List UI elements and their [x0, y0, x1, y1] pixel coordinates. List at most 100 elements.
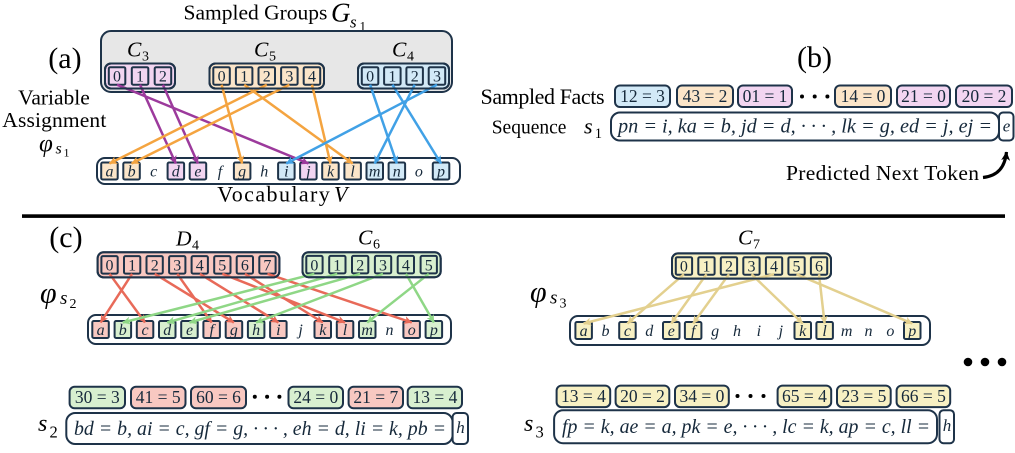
svg-text:g: g [711, 323, 719, 340]
svg-text:0: 0 [366, 69, 374, 86]
svg-text:5: 5 [425, 257, 433, 274]
svg-text:j: j [296, 322, 303, 339]
svg-text:2: 2 [411, 69, 419, 86]
svg-text:Sequence: Sequence [492, 118, 567, 139]
svg-text:43 = 2: 43 = 2 [683, 86, 728, 106]
svg-text:7: 7 [753, 238, 760, 253]
svg-text:i: i [276, 322, 280, 339]
svg-text:e: e [194, 164, 201, 181]
svg-text:f: f [218, 164, 225, 181]
svg-text:c: c [624, 323, 631, 340]
svg-text:1: 1 [64, 146, 70, 160]
svg-text:s: s [60, 288, 67, 309]
svg-text:m: m [841, 323, 853, 340]
svg-text:2: 2 [151, 258, 159, 275]
svg-text:g: g [230, 322, 238, 339]
svg-text:4: 4 [770, 259, 778, 276]
svg-text:l: l [822, 323, 827, 340]
svg-text:3: 3 [560, 297, 567, 312]
svg-text:3: 3 [142, 50, 149, 65]
svg-text:21 = 0: 21 = 0 [901, 86, 946, 106]
svg-text:0: 0 [680, 259, 688, 276]
svg-text:C: C [392, 38, 407, 62]
svg-text:h: h [456, 418, 465, 437]
svg-text:l: l [350, 164, 355, 181]
svg-text:j: j [777, 323, 784, 340]
svg-text:d: d [163, 322, 172, 339]
svg-text:p: p [907, 323, 916, 340]
svg-text:1: 1 [128, 258, 136, 275]
svg-text:e: e [1003, 117, 1011, 136]
svg-text:a: a [580, 323, 588, 340]
svg-text:(c): (c) [49, 221, 82, 254]
svg-text:1: 1 [360, 19, 367, 34]
svg-text:Assignment: Assignment [2, 108, 106, 132]
svg-text:l: l [343, 322, 348, 339]
svg-text:3: 3 [379, 257, 387, 274]
svg-text:7: 7 [263, 258, 271, 275]
svg-text:2: 2 [50, 423, 58, 442]
svg-text:1: 1 [388, 69, 396, 86]
svg-text:66 = 5: 66 = 5 [901, 386, 946, 406]
svg-text:s: s [550, 288, 557, 309]
svg-text:13 = 4: 13 = 4 [412, 387, 457, 407]
svg-text:b: b [602, 323, 610, 340]
svg-text:1: 1 [703, 259, 711, 276]
svg-text:i: i [284, 164, 288, 181]
svg-text:01 = 1: 01 = 1 [743, 86, 788, 106]
svg-text:φ: φ [39, 131, 53, 158]
svg-text:C: C [254, 38, 269, 62]
svg-text:5: 5 [269, 50, 276, 65]
svg-text:f: f [209, 322, 216, 339]
svg-text:m: m [361, 322, 373, 339]
svg-text:24 = 0: 24 = 0 [293, 387, 338, 407]
svg-text:k: k [319, 322, 327, 339]
svg-text:p: p [436, 164, 445, 181]
svg-text:65 = 4: 65 = 4 [782, 386, 827, 406]
svg-text:h: h [943, 416, 952, 435]
svg-text:j: j [304, 164, 311, 181]
svg-text:6: 6 [815, 259, 823, 276]
svg-text:23 = 5: 23 = 5 [841, 386, 886, 406]
svg-text:(a): (a) [48, 42, 81, 75]
svg-text:2: 2 [159, 69, 167, 86]
svg-text:s: s [350, 13, 357, 32]
svg-text:21 = 7: 21 = 7 [353, 387, 398, 407]
svg-text:n: n [393, 164, 401, 181]
svg-text:3: 3 [173, 258, 181, 275]
svg-text:e: e [186, 322, 193, 339]
svg-text:b: b [128, 164, 136, 181]
svg-text:12 = 3: 12 = 3 [620, 86, 665, 106]
svg-text:2: 2 [725, 259, 733, 276]
svg-text:h: h [733, 323, 741, 340]
svg-text:0: 0 [310, 257, 318, 274]
svg-text:Predicted Next Token: Predicted Next Token [786, 161, 979, 185]
svg-text:13 = 4: 13 = 4 [561, 386, 606, 406]
svg-text:d: d [645, 323, 654, 340]
svg-text:s: s [38, 411, 47, 437]
svg-text:s: s [56, 141, 62, 158]
svg-text:c: c [141, 322, 148, 339]
svg-text:20 = 2: 20 = 2 [620, 386, 665, 406]
svg-text:4: 4 [407, 50, 414, 65]
svg-text:k: k [327, 164, 335, 181]
svg-text:s: s [524, 411, 533, 437]
svg-text:o: o [415, 164, 423, 181]
svg-text:e: e [668, 323, 675, 340]
svg-text:3: 3 [433, 69, 441, 86]
svg-text:Variable: Variable [18, 86, 90, 110]
svg-text:1: 1 [240, 69, 248, 86]
svg-text:s: s [584, 114, 593, 139]
svg-text:a: a [106, 164, 114, 181]
svg-text:14 = 0: 14 = 0 [841, 86, 886, 106]
svg-text:D: D [175, 227, 192, 251]
svg-text:k: k [799, 323, 807, 340]
svg-text:6: 6 [241, 258, 249, 275]
svg-text:i: i [757, 323, 761, 340]
svg-text:a: a [97, 322, 105, 339]
svg-text:n: n [865, 323, 873, 340]
svg-text:6: 6 [373, 238, 380, 253]
svg-text:Sampled Groups: Sampled Groups [184, 1, 328, 25]
svg-text:1: 1 [595, 126, 602, 142]
svg-text:5: 5 [793, 259, 801, 276]
